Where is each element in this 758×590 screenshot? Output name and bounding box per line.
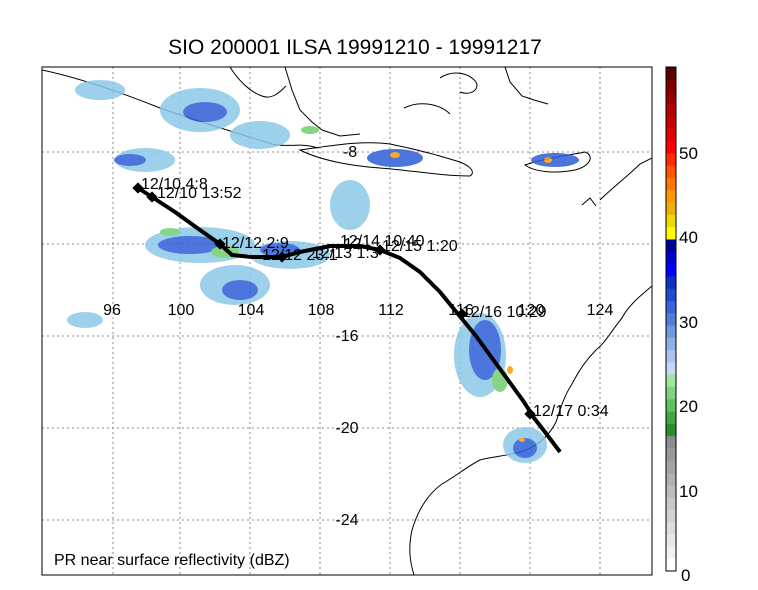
- lon-label: 116: [448, 302, 474, 319]
- colorbar-segment: [666, 153, 676, 166]
- track-label: 12/14 10:40: [340, 233, 425, 250]
- lon-label: 112: [378, 302, 404, 319]
- colorbar-segment: [666, 435, 676, 449]
- colorbar-segment: [666, 165, 676, 179]
- colorbar-frame: [665, 66, 677, 572]
- track-label: 12/10 13:52: [157, 185, 242, 202]
- colorbar-segment: [666, 103, 676, 117]
- colorbar-segment: [666, 497, 676, 510]
- colorbar-segment: [666, 534, 676, 547]
- lon-label: 108: [308, 302, 335, 319]
- lon-label: 120: [518, 302, 545, 319]
- colorbar-tick: 0: [681, 566, 690, 585]
- colorbar-tick: 10: [679, 482, 698, 501]
- colorbar-segment: [666, 288, 676, 301]
- track-label: 12/13 1:3: [312, 245, 379, 262]
- colorbar-segment: [666, 448, 676, 461]
- colorbar-segment: [666, 263, 676, 277]
- colorbar-segment: [666, 509, 676, 523]
- colorbar-segment: [666, 337, 676, 351]
- lat-label: -12: [338, 236, 361, 253]
- colorbar-segment: [666, 349, 676, 363]
- colorbar: [666, 67, 676, 572]
- lat-label: -16: [335, 328, 358, 345]
- colorbar-segment: [666, 558, 676, 572]
- map-frame: [41, 66, 653, 576]
- colorbar-segment: [666, 226, 676, 240]
- track-label: 12/12 2:9: [222, 235, 289, 252]
- chart-title: SIO 200001 ILSA 19991210 - 19991217: [168, 36, 542, 59]
- colorbar-tick: 20: [679, 397, 698, 416]
- colorbar-segment: [666, 140, 676, 154]
- track-label: 12/16 10:29: [462, 304, 547, 321]
- colorbar-segment: [666, 128, 676, 142]
- colorbar-segment: [666, 398, 676, 412]
- colorbar-segment: [666, 251, 676, 265]
- colorbar-tick: 50: [679, 144, 698, 163]
- colorbar-segment: [666, 423, 676, 437]
- colorbar-segment: [666, 460, 676, 474]
- colorbar-segment: [666, 386, 676, 400]
- colorbar-segment: [666, 79, 676, 92]
- lon-label: 96: [103, 302, 121, 319]
- track-label: 12/17 0:34: [533, 403, 609, 420]
- colorbar-segment: [666, 484, 676, 498]
- colorbar-segment: [666, 521, 676, 535]
- colorbar-segment: [666, 325, 676, 338]
- colorbar-segment: [666, 214, 676, 228]
- caption: PR near surface reflectivity (dBZ): [54, 552, 290, 569]
- track-label: 12/12 23:1: [262, 247, 338, 264]
- lon-label: 100: [168, 302, 195, 319]
- colorbar-segment: [666, 202, 676, 215]
- colorbar-tick: 40: [679, 228, 698, 247]
- track-markers: [132, 182, 536, 420]
- track-label: 12/15 1:20: [382, 238, 458, 255]
- colorbar-segment: [666, 116, 676, 129]
- colorbar-segment: [666, 177, 676, 191]
- colorbar-tick: 30: [679, 313, 698, 332]
- colorbar-segment: [666, 275, 676, 289]
- lat-label: -20: [335, 420, 358, 437]
- precipitation-swaths: [67, 80, 579, 463]
- colorbar-segment: [666, 239, 676, 252]
- lat-label: -24: [335, 512, 358, 529]
- colorbar-segment: [666, 411, 676, 424]
- track-label: 12/10 4:8: [141, 176, 208, 193]
- lon-label: 124: [587, 302, 614, 319]
- lat-label: -8: [343, 144, 357, 161]
- colorbar-segment: [666, 189, 676, 203]
- colorbar-segment: [666, 362, 676, 375]
- colorbar-segment: [666, 300, 676, 314]
- colorbar-segment: [666, 546, 676, 560]
- colorbar-segment: [666, 472, 676, 486]
- colorbar-segment: [666, 312, 676, 326]
- lon-label: 104: [238, 302, 265, 319]
- colorbar-segment: [666, 67, 676, 80]
- colorbar-segment: [666, 91, 676, 105]
- colorbar-segment: [666, 374, 676, 388]
